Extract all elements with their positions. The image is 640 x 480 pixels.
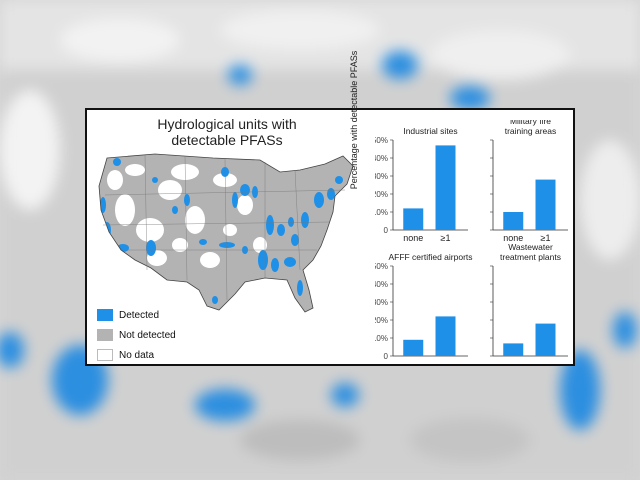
x-tick-label: ≥1 <box>441 359 451 360</box>
y-tick-label: 30% <box>375 298 388 307</box>
bar-1-2 <box>435 145 456 230</box>
bar-1-1 <box>403 208 424 230</box>
y-tick-label: 20% <box>375 316 388 325</box>
y-tick-label: 30% <box>375 172 388 181</box>
bar-2-2 <box>535 179 556 230</box>
y-tick-label: 20% <box>375 190 388 199</box>
map-detected-regions <box>100 158 343 304</box>
bar-charts: 0 10% 20% 30% 40% 50% Industrial sites none ≥1 Mi… <box>375 120 568 360</box>
legend-item-not-detected: Not detected <box>97 325 176 345</box>
figure-panel: Hydrological units with detectable PFASs <box>85 51 575 366</box>
y-tick-label: 50% <box>375 136 388 145</box>
legend-swatch-no-data <box>97 349 113 361</box>
legend-label-not-detected: Not detected <box>119 329 176 341</box>
us-map <box>98 153 354 313</box>
y-tick-label: 40% <box>375 280 388 289</box>
panel-title: Military fire <box>510 120 551 126</box>
map-title-line2: detectable PFASs <box>171 132 283 148</box>
legend-item-detected: Detected <box>97 305 176 325</box>
y-tick-label: 10% <box>375 208 388 217</box>
legend-label-detected: Detected <box>119 309 160 321</box>
map-legend: Detected Not detected No data <box>97 305 176 365</box>
y-tick-label: 0 <box>384 352 389 360</box>
x-tick-label: >3 <box>540 359 550 360</box>
y-tick-label: 40% <box>375 154 388 163</box>
y-tick-label: 0 <box>384 226 389 235</box>
map-title-line1: Hydrological units with <box>157 116 297 132</box>
state-borders <box>102 154 346 301</box>
bar-3-1 <box>403 339 424 356</box>
y-axis-label: Percentage with detectable PFASs <box>349 50 359 190</box>
bar-3-2 <box>435 316 456 356</box>
panel-title: training areas <box>505 126 557 136</box>
x-tick-label: ≤3 <box>508 359 518 360</box>
legend-label-no-data: No data <box>119 349 155 361</box>
legend-swatch-detected <box>97 309 113 321</box>
map-no-data-regions <box>107 164 267 268</box>
bar-2-1 <box>503 212 524 230</box>
map-title: Hydrological units with detectable PFASs <box>147 116 307 148</box>
x-tick-label: ≥1 <box>441 233 451 243</box>
x-tick-label: none <box>403 359 423 360</box>
x-tick-label: none <box>503 233 523 243</box>
panel-title: Wastewater <box>508 242 553 252</box>
panel-title: AFFF certified airports <box>388 252 472 262</box>
bar-4-2 <box>535 323 556 356</box>
legend-swatch-not-detected <box>97 329 113 341</box>
y-tick-label: 10% <box>375 334 388 343</box>
us-outline <box>98 153 354 313</box>
x-tick-label: none <box>403 233 423 243</box>
bar-4-1 <box>503 343 524 356</box>
y-tick-label: 50% <box>375 262 388 271</box>
legend-item-no-data: No data <box>97 345 176 365</box>
panel-title: Industrial sites <box>403 126 457 136</box>
x-tick-label: ≥1 <box>541 233 551 243</box>
panel-title: treatment plants <box>500 252 561 262</box>
